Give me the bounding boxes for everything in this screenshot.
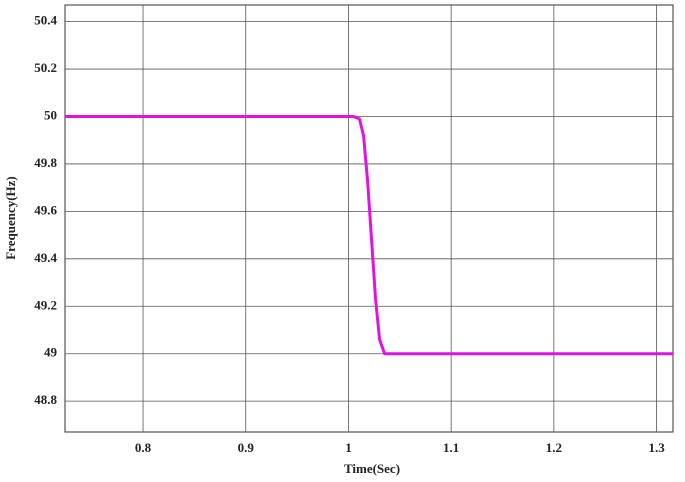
y-tick-label: 49.4 bbox=[34, 250, 57, 265]
y-tick-label: 49.2 bbox=[34, 297, 57, 312]
x-tick-label: 0.9 bbox=[238, 440, 255, 455]
y-axis-label: Frequency(Hz) bbox=[3, 176, 18, 260]
y-tick-label: 50 bbox=[44, 107, 57, 122]
x-tick-label: 1.1 bbox=[443, 440, 459, 455]
y-tick-label: 49 bbox=[44, 345, 58, 360]
x-tick-label: 0.8 bbox=[135, 440, 152, 455]
y-tick-label: 48.8 bbox=[34, 392, 57, 407]
x-tick-label: 1.3 bbox=[648, 440, 665, 455]
x-tick-label: 1.2 bbox=[546, 440, 562, 455]
x-tick-label: 1 bbox=[345, 440, 352, 455]
data-line bbox=[65, 114, 673, 356]
y-tick-label: 49.8 bbox=[34, 155, 57, 170]
y-tick-label: 49.6 bbox=[34, 202, 57, 217]
y-tick-label: 50.4 bbox=[34, 13, 57, 28]
y-tick-label: 50.2 bbox=[34, 60, 57, 75]
x-axis-label: Time(Sec) bbox=[344, 461, 400, 476]
